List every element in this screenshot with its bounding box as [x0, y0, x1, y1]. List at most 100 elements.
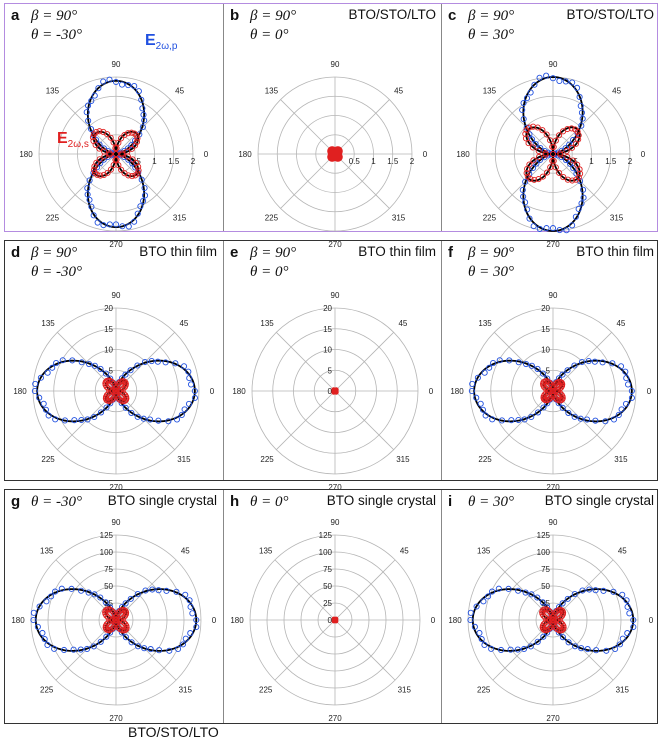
data-point — [178, 411, 185, 418]
angle-tick-label: 0 — [431, 616, 436, 625]
data-point — [94, 171, 101, 178]
angle-tick-label: 225 — [40, 685, 54, 694]
radial-tick-label: 50 — [323, 582, 332, 591]
condition-text: β = 90° θ = 30° — [468, 7, 514, 45]
data-point — [524, 206, 531, 213]
radial-tick-label: 75 — [323, 565, 332, 574]
data-point — [134, 362, 141, 369]
radial-tick-label: 2 — [410, 157, 415, 166]
data-point — [185, 368, 192, 375]
data-point — [552, 388, 559, 395]
angle-tick-label: 225 — [259, 685, 273, 694]
angle-tick-label: 135 — [478, 319, 492, 328]
row-bto-sto-lto: 0 45 90 135 180 225 270 315 0.5 1 1.5 2 a β = 90° θ … — [4, 3, 658, 249]
data-point — [134, 643, 142, 650]
data-point — [103, 612, 110, 619]
data-point — [132, 142, 139, 149]
data-point — [529, 136, 536, 143]
data-point — [37, 374, 44, 381]
data-point — [552, 164, 559, 171]
data-point — [83, 109, 90, 116]
data-point — [467, 616, 474, 624]
data-point — [113, 156, 120, 163]
angle-tick-label: 45 — [175, 86, 184, 95]
data-point — [165, 418, 172, 425]
data-point — [86, 196, 93, 203]
radial-tick-label: 1.5 — [387, 157, 399, 166]
data-point — [579, 587, 586, 594]
data-point — [135, 88, 142, 95]
panel-label: d — [11, 244, 21, 261]
data-point — [574, 84, 581, 91]
series-s — [331, 616, 339, 624]
data-point — [471, 623, 478, 630]
data-point — [115, 617, 122, 624]
panel-label: b — [230, 7, 240, 24]
panel-label: i — [448, 493, 453, 510]
data-point — [540, 612, 547, 619]
grid-spoke — [274, 619, 336, 681]
data-point — [118, 389, 125, 396]
panel-label: a — [11, 7, 20, 24]
data-point — [543, 169, 550, 176]
data-point — [481, 369, 488, 376]
angle-tick-label: 90 — [112, 60, 121, 69]
data-point — [96, 128, 103, 135]
grid-spoke — [280, 99, 336, 155]
sample-tag: BTO/STO/LTO — [566, 7, 654, 22]
data-point — [148, 358, 155, 365]
angle-tick-label: 45 — [612, 86, 621, 95]
data-point — [90, 212, 97, 219]
data-point — [624, 603, 631, 610]
angle-tick-label: 315 — [396, 455, 410, 464]
data-point — [570, 165, 577, 172]
data-point — [530, 223, 537, 230]
data-point — [480, 598, 487, 605]
data-point — [467, 609, 474, 616]
data-point — [550, 157, 557, 164]
data-point — [78, 416, 85, 424]
data-point — [94, 219, 101, 226]
data-point — [133, 159, 140, 167]
data-point — [557, 151, 564, 158]
radial-tick-label: 50 — [541, 582, 550, 591]
series-s — [522, 123, 584, 184]
data-point — [180, 363, 188, 370]
data-point — [530, 123, 537, 130]
legend-s-base: E — [57, 130, 68, 147]
data-point — [191, 394, 198, 401]
data-point — [131, 83, 138, 90]
data-point — [68, 585, 75, 592]
data-point — [560, 174, 567, 181]
theta-value: θ = -30° — [31, 494, 82, 510]
data-point — [630, 623, 637, 631]
angle-tick-label: 90 — [112, 291, 121, 300]
data-point — [91, 413, 98, 420]
data-point — [45, 412, 52, 419]
data-point — [498, 646, 505, 654]
sample-tag: BTO single crystal — [544, 493, 654, 508]
data-point — [514, 646, 521, 653]
data-point — [162, 359, 169, 366]
data-point — [572, 213, 579, 220]
angle-tick-label: 315 — [614, 455, 628, 464]
data-point — [193, 623, 200, 631]
data-point — [78, 587, 85, 594]
data-point — [578, 358, 586, 366]
data-point — [527, 89, 534, 96]
data-point — [543, 225, 550, 232]
condition-text: β = 90° θ = 30° — [468, 244, 514, 282]
angle-tick-label: 180 — [456, 150, 470, 159]
data-point — [43, 598, 50, 605]
angle-tick-label: 45 — [616, 319, 625, 328]
series-s — [102, 606, 130, 634]
data-point — [137, 203, 144, 210]
fit-curve — [331, 616, 339, 624]
grid-spoke — [334, 390, 394, 450]
data-point — [515, 416, 522, 424]
data-point — [125, 82, 132, 89]
data-point — [97, 365, 104, 372]
data-point — [552, 617, 559, 624]
angle-tick-label: 135 — [477, 547, 491, 556]
